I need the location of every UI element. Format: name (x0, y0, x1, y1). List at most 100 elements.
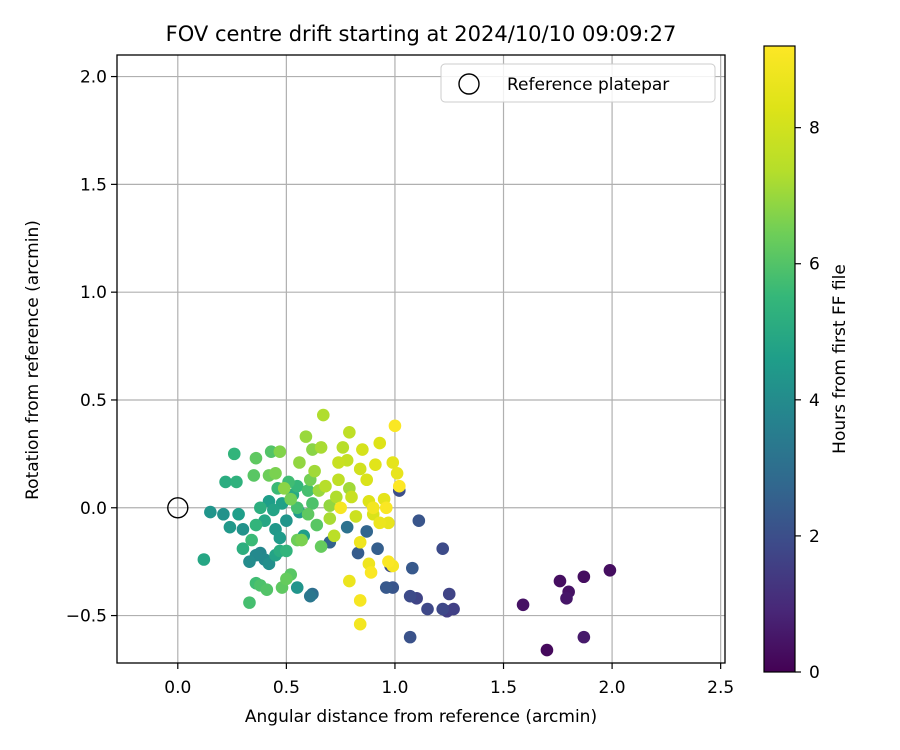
x-tick-label: 1.0 (381, 678, 408, 698)
y-axis-label: Rotation from reference (arcmin) (23, 220, 43, 500)
data-point (340, 520, 354, 534)
colorbar-tick-label: 4 (809, 391, 820, 411)
data-point (373, 436, 387, 450)
data-point (277, 482, 291, 495)
data-point (360, 525, 374, 538)
y-tick-label: 2.0 (80, 68, 107, 88)
data-point (403, 630, 417, 644)
data-point (197, 553, 211, 566)
data-point (301, 507, 315, 521)
colorbar-ticks: 0 2 4 6 8 (795, 119, 820, 683)
data-point (332, 473, 345, 487)
x-tick-label: 0.5 (273, 678, 300, 698)
colorbar-tick-label: 2 (809, 527, 820, 547)
data-point (436, 602, 450, 616)
data-point (327, 529, 341, 543)
data-point (314, 441, 328, 454)
y-tick-label: −0.5 (66, 607, 107, 627)
data-point (262, 557, 276, 571)
colorbar-gradient (763, 45, 796, 673)
x-axis-ticks: 0.0 0.5 1.0 1.5 2.0 2.5 (164, 663, 734, 698)
data-point (553, 574, 567, 588)
data-point (392, 479, 406, 493)
data-point (332, 456, 345, 469)
data-point (349, 510, 363, 523)
data-point (308, 464, 321, 478)
data-point (577, 570, 591, 584)
data-point (447, 602, 460, 616)
y-tick-label: 1.5 (80, 175, 107, 195)
data-point (290, 581, 304, 594)
chart-title: FOV centre drift starting at 2024/10/10 … (166, 22, 677, 46)
x-tick-label: 1.5 (490, 678, 517, 698)
data-point (280, 572, 293, 586)
data-point (436, 542, 450, 556)
x-axis-label: Angular distance from reference (arcmin) (245, 707, 597, 727)
data-point (540, 643, 554, 657)
data-point (560, 592, 573, 605)
data-point (403, 589, 417, 603)
grid-lines (117, 55, 725, 663)
data-point (421, 602, 434, 616)
data-point (314, 540, 328, 553)
data-point (319, 479, 332, 493)
data-point (336, 441, 350, 454)
data-point (390, 466, 404, 480)
data-point (379, 501, 393, 515)
data-point (236, 542, 250, 556)
data-point (299, 430, 313, 443)
axes-frame (116, 54, 726, 664)
data-point (412, 514, 426, 528)
data-point (382, 555, 395, 568)
data-point (330, 490, 343, 504)
data-points (197, 408, 617, 657)
data-point (306, 497, 319, 510)
data-point (269, 466, 282, 480)
data-point (260, 583, 274, 596)
data-point (353, 462, 367, 476)
data-point (284, 492, 298, 506)
data-point (303, 589, 317, 603)
colorbar-label: Hours from first FF file (830, 264, 850, 454)
data-point (217, 507, 230, 521)
data-point (232, 507, 245, 521)
legend: Reference platepar (440, 63, 716, 103)
data-point (369, 458, 382, 471)
data-point (379, 581, 393, 594)
x-tick-label: 0.0 (164, 678, 191, 698)
data-point (603, 563, 617, 577)
data-point (323, 499, 337, 512)
data-point (219, 475, 232, 489)
data-point (273, 445, 287, 459)
data-point (364, 566, 378, 579)
data-point (386, 456, 400, 469)
data-point (353, 535, 367, 549)
data-point (353, 617, 367, 631)
data-point (267, 503, 280, 517)
y-tick-label: 1.0 (80, 283, 107, 303)
data-point (373, 516, 387, 530)
data-point (516, 598, 530, 612)
data-point (280, 514, 293, 528)
data-point (442, 587, 456, 601)
x-tick-label: 2.0 (599, 678, 626, 698)
data-point (254, 501, 267, 515)
reference-marker-group (167, 497, 189, 519)
data-point (280, 544, 293, 558)
data-point (353, 594, 367, 607)
data-point (236, 523, 250, 536)
data-point (345, 490, 358, 504)
data-point (249, 451, 263, 465)
y-axis-ticks: −0.5 0.0 0.5 1.0 1.5 2.0 (66, 68, 117, 627)
data-point (360, 473, 374, 487)
data-point (301, 484, 315, 497)
data-point (293, 456, 306, 469)
data-point (316, 408, 330, 422)
data-point (382, 516, 395, 530)
data-point (230, 475, 243, 489)
data-point (204, 505, 217, 519)
colorbar-tick-label: 6 (809, 255, 820, 275)
data-point (577, 630, 591, 644)
data-point (343, 426, 356, 439)
data-point (243, 596, 256, 609)
